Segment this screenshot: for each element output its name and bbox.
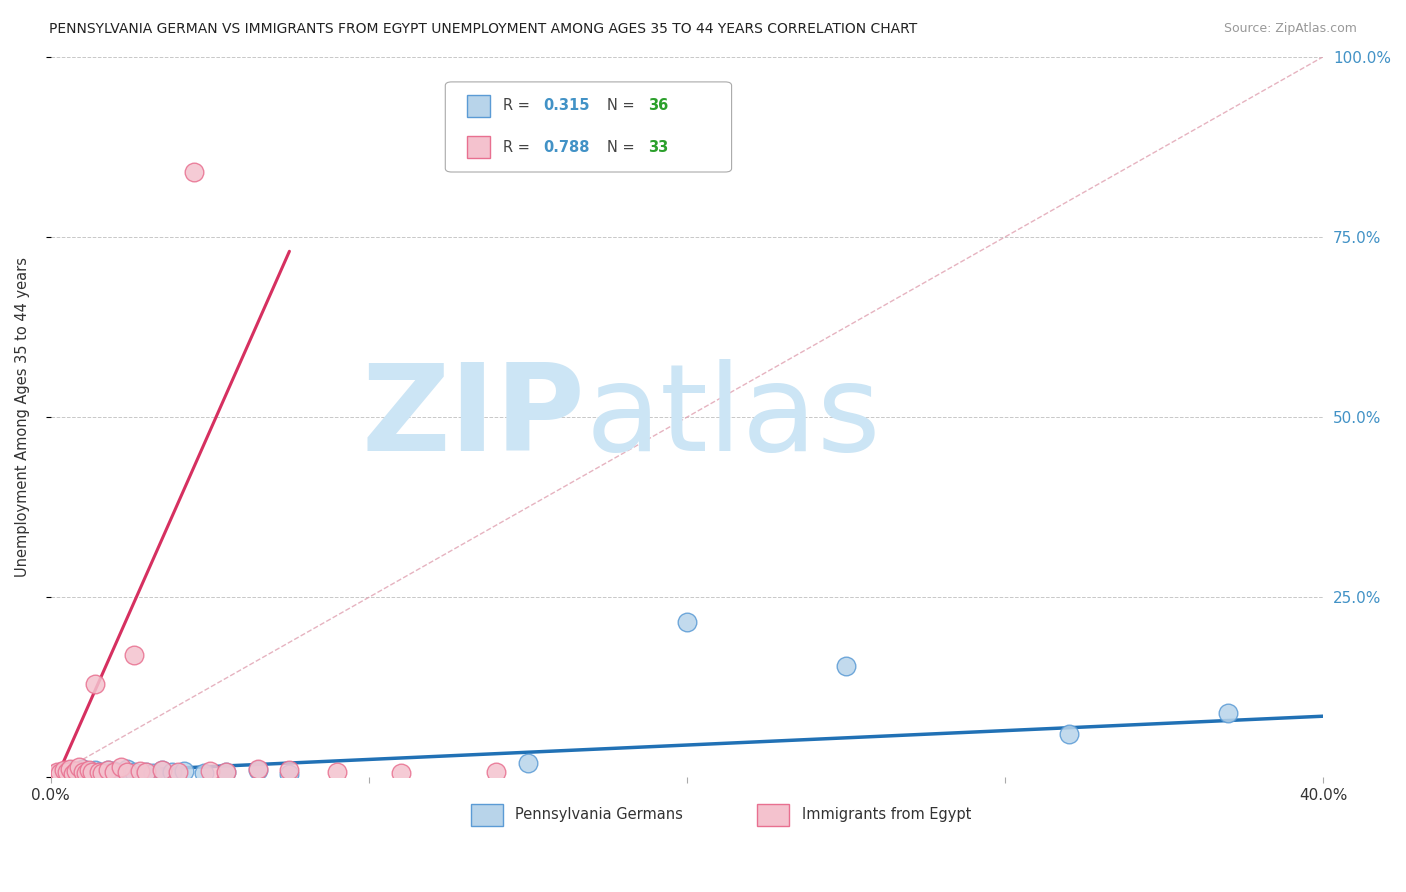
Point	[49, 766, 72, 780]
Point	[82, 765, 104, 780]
Point	[246, 764, 269, 778]
Point	[129, 764, 152, 778]
Point	[90, 767, 112, 781]
Text: 0.315: 0.315	[543, 98, 589, 113]
Point	[55, 766, 77, 780]
Point	[150, 764, 173, 778]
Text: Immigrants from Egypt: Immigrants from Egypt	[801, 807, 972, 822]
Point	[215, 764, 238, 779]
Point	[82, 767, 104, 781]
Point	[278, 764, 301, 778]
Text: Source: ZipAtlas.com: Source: ZipAtlas.com	[1223, 22, 1357, 36]
Point	[90, 766, 112, 780]
Point	[835, 658, 858, 673]
Point	[183, 165, 205, 179]
Point	[278, 767, 301, 781]
Point	[97, 764, 120, 778]
Text: N =: N =	[607, 98, 640, 113]
Point	[676, 615, 699, 630]
Point	[49, 764, 72, 779]
FancyBboxPatch shape	[756, 804, 789, 826]
Point	[87, 765, 110, 780]
Text: 0.788: 0.788	[543, 140, 589, 154]
Point	[42, 767, 65, 781]
Point	[77, 764, 100, 779]
Text: N =: N =	[607, 140, 640, 154]
Text: atlas: atlas	[585, 359, 882, 475]
Point	[65, 767, 87, 781]
FancyBboxPatch shape	[467, 136, 489, 159]
Point	[115, 762, 138, 776]
Point	[110, 759, 132, 773]
Point	[326, 764, 349, 779]
Point	[100, 766, 122, 780]
Point	[72, 764, 94, 779]
Point	[75, 766, 97, 780]
Point	[215, 764, 238, 779]
Point	[52, 764, 75, 778]
FancyBboxPatch shape	[446, 82, 731, 172]
Text: R =: R =	[502, 98, 534, 113]
Point	[75, 766, 97, 780]
Point	[1057, 727, 1080, 741]
Text: ZIP: ZIP	[361, 359, 585, 475]
Point	[84, 677, 107, 691]
Text: Pennsylvania Germans: Pennsylvania Germans	[515, 807, 683, 822]
Point	[173, 764, 195, 778]
Point	[103, 764, 125, 778]
Point	[389, 766, 412, 780]
Point	[84, 764, 107, 778]
Point	[135, 764, 157, 779]
Point	[517, 756, 540, 770]
Point	[59, 764, 82, 778]
Text: 36: 36	[648, 98, 668, 113]
Point	[97, 763, 120, 777]
Point	[167, 765, 190, 780]
Point	[1216, 706, 1239, 720]
Point	[59, 762, 82, 776]
Point	[69, 760, 91, 774]
Point	[115, 765, 138, 780]
Point	[103, 764, 125, 779]
Point	[94, 764, 117, 779]
FancyBboxPatch shape	[467, 95, 489, 117]
Y-axis label: Unemployment Among Ages 35 to 44 years: Unemployment Among Ages 35 to 44 years	[15, 257, 30, 577]
FancyBboxPatch shape	[471, 804, 502, 826]
Point	[52, 767, 75, 781]
Point	[150, 764, 173, 778]
Point	[62, 767, 84, 781]
Point	[72, 762, 94, 776]
Point	[87, 764, 110, 779]
Point	[55, 765, 77, 780]
Text: 33: 33	[648, 140, 668, 154]
Text: R =: R =	[502, 140, 534, 154]
Point	[77, 764, 100, 778]
Point	[135, 764, 157, 779]
Point	[65, 764, 87, 778]
Point	[193, 766, 215, 780]
Point	[160, 765, 183, 780]
Point	[122, 765, 145, 780]
Point	[246, 762, 269, 776]
Point	[198, 764, 221, 778]
Point	[46, 767, 69, 781]
Point	[62, 765, 84, 780]
Point	[110, 767, 132, 781]
Point	[69, 764, 91, 778]
Point	[122, 648, 145, 662]
Point	[485, 765, 508, 780]
Point	[142, 766, 165, 780]
Text: PENNSYLVANIA GERMAN VS IMMIGRANTS FROM EGYPT UNEMPLOYMENT AMONG AGES 35 TO 44 YE: PENNSYLVANIA GERMAN VS IMMIGRANTS FROM E…	[49, 22, 918, 37]
Point	[46, 764, 69, 779]
